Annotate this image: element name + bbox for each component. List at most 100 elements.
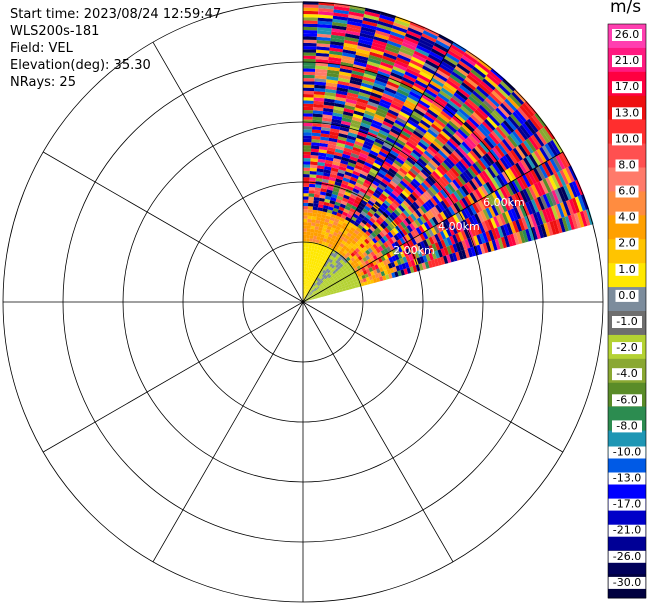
range-gate bbox=[303, 113, 313, 117]
range-gate bbox=[387, 109, 399, 117]
range-gate bbox=[430, 103, 443, 113]
range-gate bbox=[331, 25, 347, 31]
range-gate bbox=[304, 292, 306, 296]
range-gate bbox=[312, 126, 322, 131]
colorbar-tick-bg bbox=[608, 550, 646, 563]
range-gate bbox=[401, 263, 407, 270]
range-gate bbox=[306, 270, 308, 274]
range-gate bbox=[309, 177, 316, 182]
range-gate bbox=[303, 23, 318, 28]
range-gate bbox=[403, 36, 419, 45]
range-gate bbox=[419, 96, 432, 107]
range-gate bbox=[367, 242, 373, 248]
range-gate bbox=[398, 151, 409, 160]
range-gate bbox=[440, 147, 451, 158]
range-gate bbox=[372, 237, 378, 244]
range-gate bbox=[332, 253, 337, 258]
colorbar-tick-bg bbox=[608, 446, 646, 459]
range-gate bbox=[430, 226, 437, 236]
range-gate bbox=[467, 247, 473, 258]
colorbar-tick-label: 1.0 bbox=[618, 263, 636, 276]
colorbar-tick-bg bbox=[615, 289, 639, 302]
colorbar-tick-bg bbox=[608, 498, 646, 511]
range-gate bbox=[379, 231, 386, 238]
range-gate bbox=[349, 218, 356, 225]
range-gate bbox=[379, 266, 384, 273]
range-gate bbox=[352, 213, 359, 219]
range-gate bbox=[366, 104, 378, 111]
range-gate bbox=[385, 274, 390, 280]
range-gate bbox=[350, 247, 355, 253]
range-gate bbox=[495, 214, 504, 227]
range-gate bbox=[332, 187, 340, 193]
range-gate bbox=[374, 201, 382, 208]
range-gate bbox=[336, 195, 344, 201]
range-gate bbox=[380, 249, 387, 256]
range-gate bbox=[364, 110, 376, 117]
range-gate bbox=[391, 255, 397, 262]
range-gate bbox=[329, 289, 333, 292]
range-gate bbox=[377, 239, 384, 246]
range-gate bbox=[303, 42, 317, 47]
range-gate bbox=[351, 119, 362, 126]
range-gate bbox=[353, 199, 361, 205]
range-gate bbox=[437, 92, 450, 103]
range-gate bbox=[307, 283, 310, 288]
range-gate bbox=[342, 52, 356, 58]
range-gate bbox=[319, 279, 323, 283]
range-gate bbox=[344, 227, 351, 233]
range-gate bbox=[379, 205, 387, 212]
range-gate bbox=[360, 282, 365, 287]
range-gate bbox=[455, 130, 466, 142]
range-gate bbox=[416, 217, 424, 226]
range-gate bbox=[321, 273, 326, 278]
range-gate bbox=[380, 237, 386, 244]
range-gate bbox=[371, 194, 379, 201]
range-gate bbox=[340, 225, 347, 230]
range-gate bbox=[434, 168, 444, 178]
range-gate bbox=[440, 239, 447, 249]
azimuth-spoke bbox=[302, 301, 563, 453]
range-gate bbox=[519, 124, 531, 139]
range-gate bbox=[358, 39, 373, 46]
range-gate bbox=[310, 271, 313, 275]
range-gate bbox=[465, 217, 473, 228]
range-gate bbox=[346, 224, 352, 230]
range-gate bbox=[439, 211, 448, 221]
range-gate bbox=[345, 252, 351, 257]
range-gate bbox=[389, 180, 398, 188]
range-gate bbox=[504, 210, 513, 223]
range-gate bbox=[313, 287, 317, 291]
range-gate bbox=[316, 40, 331, 45]
range-gate bbox=[553, 204, 562, 219]
range-gate bbox=[340, 247, 346, 253]
range-gate bbox=[349, 207, 356, 214]
range-gate bbox=[326, 153, 335, 158]
range-gate bbox=[539, 210, 547, 224]
range-gate bbox=[468, 95, 481, 107]
range-gate bbox=[361, 185, 369, 192]
range-gate bbox=[569, 182, 578, 198]
range-gate bbox=[327, 243, 333, 248]
range-gate bbox=[411, 56, 425, 66]
range-gate bbox=[312, 206, 318, 211]
range-gate bbox=[401, 177, 411, 186]
range-gate bbox=[313, 91, 326, 96]
range-gate bbox=[404, 71, 418, 80]
range-gate bbox=[495, 85, 509, 99]
range-gate bbox=[471, 214, 479, 226]
range-gate bbox=[316, 46, 330, 51]
range-gate bbox=[413, 50, 428, 60]
range-gate bbox=[333, 12, 349, 18]
range-gate bbox=[344, 191, 352, 197]
range-gate bbox=[419, 194, 428, 204]
range-gate bbox=[479, 243, 486, 254]
range-gate bbox=[360, 122, 371, 129]
range-gate bbox=[484, 153, 495, 165]
range-gate bbox=[376, 73, 389, 81]
range-gate bbox=[534, 112, 547, 128]
range-gate bbox=[416, 186, 425, 195]
range-gate bbox=[385, 114, 396, 123]
range-gate bbox=[329, 263, 334, 268]
range-gate bbox=[311, 268, 314, 272]
